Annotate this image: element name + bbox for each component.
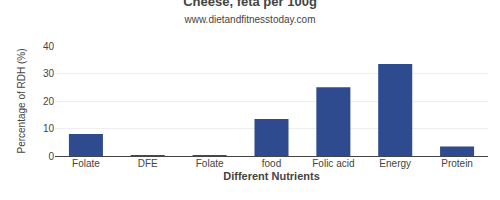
svg-text:Folic acid: Folic acid (312, 158, 354, 169)
svg-text:DFE: DFE (138, 158, 158, 169)
svg-text:Folate: Folate (196, 158, 224, 169)
svg-text:0: 0 (48, 151, 54, 162)
svg-text:30: 30 (43, 68, 55, 79)
svg-text:40: 40 (43, 41, 55, 52)
svg-text:10: 10 (43, 123, 55, 134)
svg-text:Energy: Energy (379, 158, 411, 169)
svg-text:20: 20 (43, 96, 55, 107)
svg-text:food: food (262, 158, 281, 169)
svg-text:Cheese, feta per 100gwww.dieta: Cheese, feta per 100gwww.dietandfitnesst… (183, 0, 317, 25)
svg-text:Percentage of RDH (%): Percentage of RDH (%) (16, 48, 27, 153)
svg-text:Folate: Folate (72, 158, 100, 169)
svg-text:Different Nutrients: Different Nutrients (223, 170, 320, 182)
svg-text:Protein: Protein (441, 158, 473, 169)
